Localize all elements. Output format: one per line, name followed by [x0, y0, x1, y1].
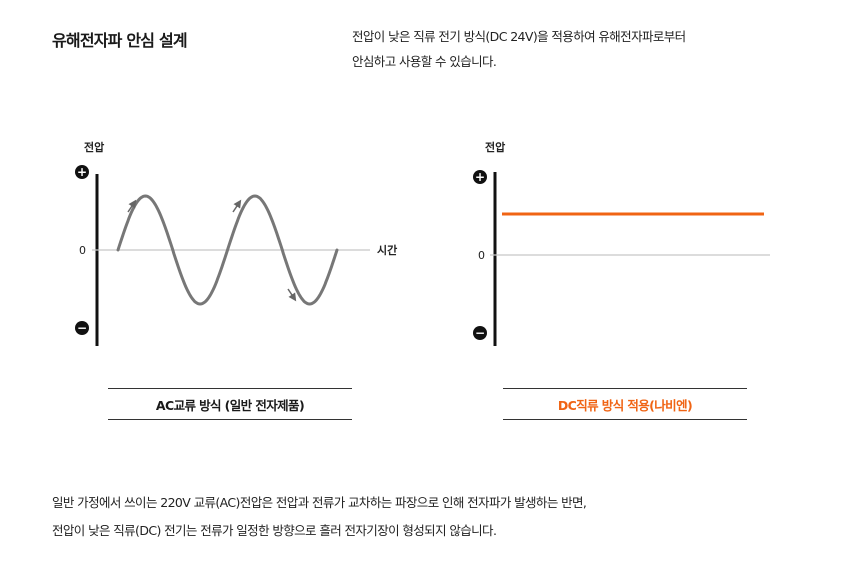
ac-plus-icon: +	[75, 165, 89, 179]
dc-plus-icon: +	[473, 170, 487, 184]
ac-zero-label: 0	[79, 244, 86, 257]
ac-sine-wave	[116, 194, 339, 306]
dc-chart: 전압 + 0 −	[473, 140, 770, 346]
svg-text:+: +	[77, 165, 87, 179]
ac-chart: 전압 + 0 시간 −	[75, 140, 397, 346]
intro-line-2: 안심하고 사용할 수 있습니다.	[352, 54, 497, 69]
footer-text: 일반 가정에서 쓰이는 220V 교류(AC)전압은 전압과 전류가 교차하는 …	[52, 489, 587, 545]
ac-caption: AC교류 방식 (일반 전자제품)	[108, 388, 352, 420]
svg-text:−: −	[77, 321, 87, 335]
ac-minus-icon: −	[75, 321, 89, 335]
dc-caption: DC직류 방식 적용(나비엔)	[503, 388, 747, 420]
ac-wave-arrow-1	[127, 199, 137, 213]
ac-wave-arrow-3	[287, 288, 297, 302]
footer-line-2: 전압이 낮은 직류(DC) 전기는 전류가 일정한 방향으로 흘러 전자기장이 …	[52, 523, 497, 538]
dc-ylabel: 전압	[485, 140, 505, 154]
svg-text:−: −	[475, 326, 485, 340]
dc-zero-label: 0	[478, 249, 485, 262]
section-heading: 유해전자파 안심 설계	[52, 31, 188, 50]
footer-line-1: 일반 가정에서 쓰이는 220V 교류(AC)전압은 전압과 전류가 교차하는 …	[52, 495, 587, 510]
svg-text:+: +	[475, 170, 485, 184]
intro-line-1: 전압이 낮은 직류 전기 방식(DC 24V)을 적용하여 유해전자파로부터	[352, 29, 686, 44]
ac-wave-arrow-2	[232, 199, 242, 213]
intro-text: 전압이 낮은 직류 전기 방식(DC 24V)을 적용하여 유해전자파로부터 안…	[352, 24, 686, 74]
ac-ylabel: 전압	[84, 140, 104, 154]
ac-xlabel: 시간	[377, 243, 397, 257]
dc-minus-icon: −	[473, 326, 487, 340]
